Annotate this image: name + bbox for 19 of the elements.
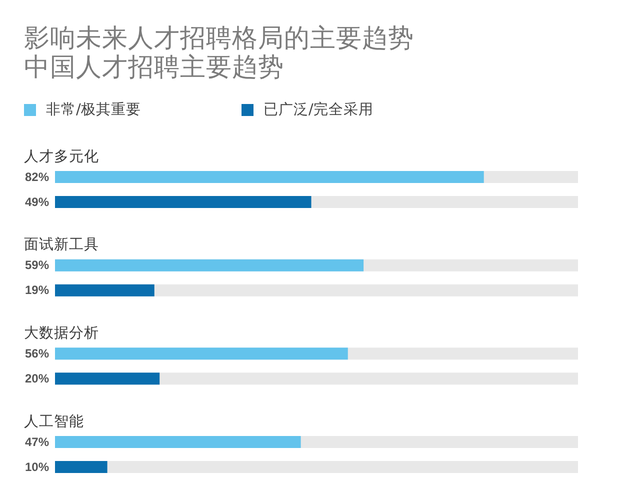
- data-label: 82%: [24, 170, 50, 184]
- y-tick-label: 人才多元化: [24, 148, 99, 165]
- legend-label: 已广泛/完全采用: [264, 100, 374, 118]
- data-label: 19%: [24, 283, 50, 298]
- bar: [55, 461, 108, 473]
- chart-title: 影响未来人才招聘格局的主要趋势: [24, 24, 414, 54]
- bar: [55, 284, 154, 296]
- y-tick-label: 面试新工具: [24, 236, 99, 254]
- data-label: 56%: [24, 346, 50, 360]
- chart-subtitle: 中国人才招聘主要趋势: [24, 52, 284, 83]
- data-label: 10%: [24, 460, 50, 474]
- data-label: 59%: [24, 258, 50, 272]
- data-label: 47%: [24, 434, 50, 449]
- legend-label: 非常/极其重要: [46, 100, 141, 118]
- data-label: 20%: [24, 371, 50, 386]
- bar: [55, 372, 160, 385]
- data-label: 49%: [24, 194, 50, 209]
- y-tick-label: 大数据分析: [24, 324, 99, 342]
- y-tick-label: 人工智能: [24, 412, 84, 430]
